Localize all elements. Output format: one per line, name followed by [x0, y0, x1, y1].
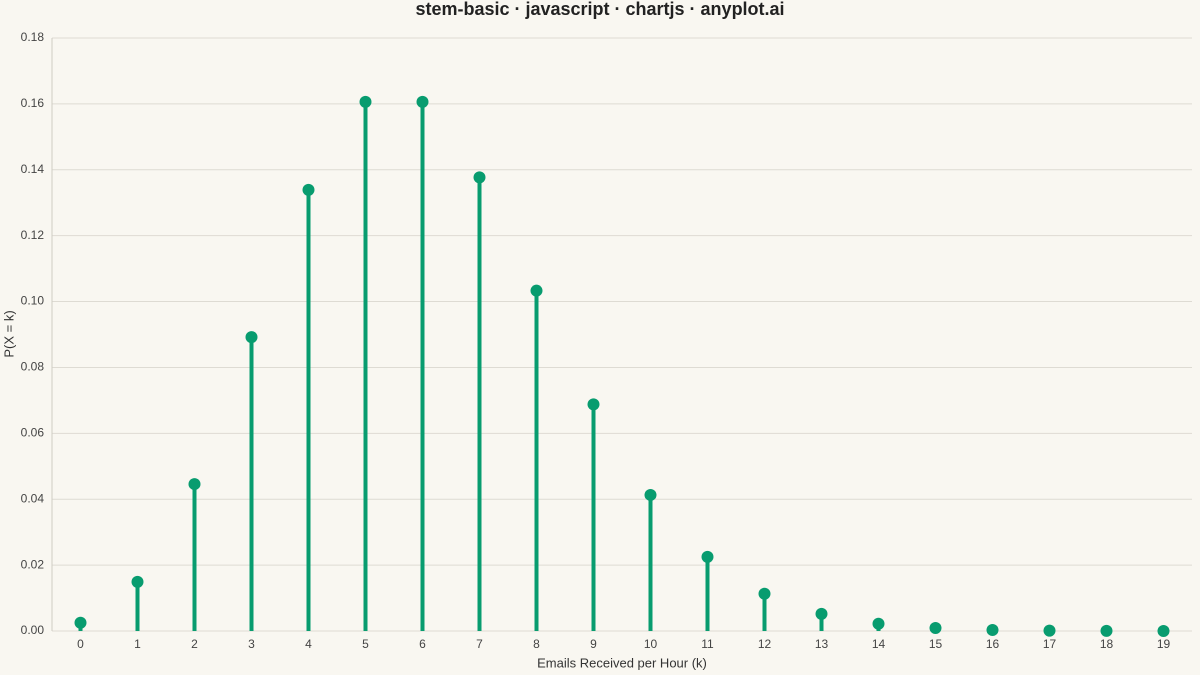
chart-title: stem-basic · javascript · chartjs · anyp… [415, 0, 784, 19]
marker [188, 478, 201, 491]
marker [815, 607, 828, 620]
x-tick-label: 5 [362, 637, 369, 651]
y-tick-label: 0.04 [21, 491, 45, 505]
marker [302, 183, 315, 196]
marker [1157, 624, 1170, 637]
marker [473, 171, 486, 184]
x-tick-label: 16 [986, 637, 1000, 651]
x-tick-label: 10 [644, 637, 658, 651]
x-tick-label: 11 [701, 637, 714, 651]
marker [644, 488, 657, 501]
y-tick-label: 0.00 [21, 623, 45, 637]
marker [758, 587, 771, 600]
x-tick-label: 9 [590, 637, 597, 651]
x-tick-label: 7 [476, 637, 483, 651]
marker [416, 95, 429, 108]
marker [986, 624, 999, 637]
marker [74, 616, 87, 629]
y-axis-label: P(X = k) [1, 310, 16, 357]
y-tick-label: 0.14 [21, 162, 45, 176]
y-tick-label: 0.16 [21, 96, 45, 110]
y-tick-label: 0.02 [21, 557, 45, 571]
y-tick-label: 0.18 [21, 30, 45, 44]
x-tick-label: 18 [1100, 637, 1114, 651]
marker [1043, 624, 1056, 637]
y-tick-label: 0.12 [21, 228, 45, 242]
marker [872, 617, 885, 630]
marker [701, 550, 714, 563]
marker [245, 331, 258, 344]
x-tick-label: 12 [758, 637, 772, 651]
y-tick-label: 0.06 [21, 426, 45, 440]
x-tick-label: 8 [533, 637, 540, 651]
x-tick-label: 0 [77, 637, 84, 651]
x-tick-label: 19 [1157, 637, 1171, 651]
marker [929, 622, 942, 635]
x-tick-label: 15 [929, 637, 943, 651]
x-tick-label: 4 [305, 637, 312, 651]
marker [587, 398, 600, 411]
x-tick-label: 6 [419, 637, 426, 651]
x-tick-label: 13 [815, 637, 829, 651]
marker [530, 284, 543, 297]
x-tick-label: 1 [134, 637, 141, 651]
marker [131, 575, 144, 588]
x-tick-label: 14 [872, 637, 886, 651]
marker [1100, 624, 1113, 637]
y-tick-label: 0.10 [21, 294, 45, 308]
x-axis-label: Emails Received per Hour (k) [537, 655, 707, 670]
x-tick-label: 2 [191, 637, 198, 651]
x-tick-label: 17 [1043, 637, 1057, 651]
y-tick-label: 0.08 [21, 360, 45, 374]
x-tick-label: 3 [248, 637, 255, 651]
marker [359, 95, 372, 108]
